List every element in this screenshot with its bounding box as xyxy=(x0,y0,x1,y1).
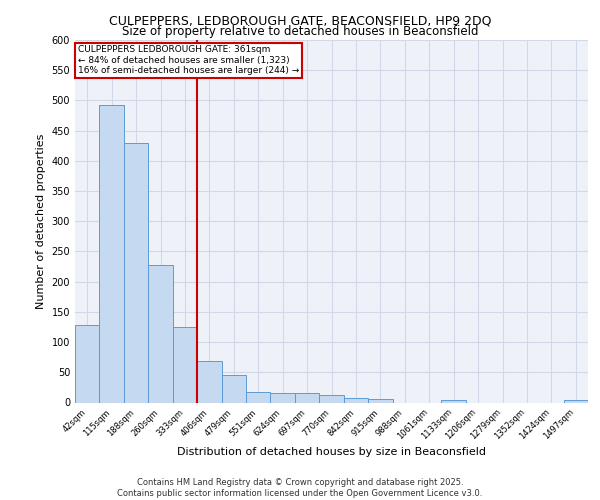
Bar xyxy=(442,400,466,402)
Bar xyxy=(173,327,197,402)
Bar xyxy=(319,395,344,402)
Bar xyxy=(295,393,319,402)
Bar xyxy=(221,376,246,402)
X-axis label: Distribution of detached houses by size in Beaconsfield: Distribution of detached houses by size … xyxy=(177,447,486,457)
Bar xyxy=(148,265,173,402)
Text: Size of property relative to detached houses in Beaconsfield: Size of property relative to detached ho… xyxy=(122,25,478,38)
Text: CULPEPPERS, LEDBOROUGH GATE, BEACONSFIELD, HP9 2DQ: CULPEPPERS, LEDBOROUGH GATE, BEACONSFIEL… xyxy=(109,14,491,27)
Text: CULPEPPERS LEDBOROUGH GATE: 361sqm
← 84% of detached houses are smaller (1,323)
: CULPEPPERS LEDBOROUGH GATE: 361sqm ← 84%… xyxy=(77,46,299,75)
Bar xyxy=(100,106,124,403)
Bar xyxy=(344,398,368,402)
Bar xyxy=(368,400,392,402)
Bar xyxy=(271,393,295,402)
Y-axis label: Number of detached properties: Number of detached properties xyxy=(36,134,46,309)
Text: Contains HM Land Registry data © Crown copyright and database right 2025.
Contai: Contains HM Land Registry data © Crown c… xyxy=(118,478,482,498)
Bar xyxy=(246,392,271,402)
Bar xyxy=(563,400,588,402)
Bar xyxy=(197,362,221,403)
Bar xyxy=(124,142,148,402)
Bar xyxy=(75,325,100,402)
